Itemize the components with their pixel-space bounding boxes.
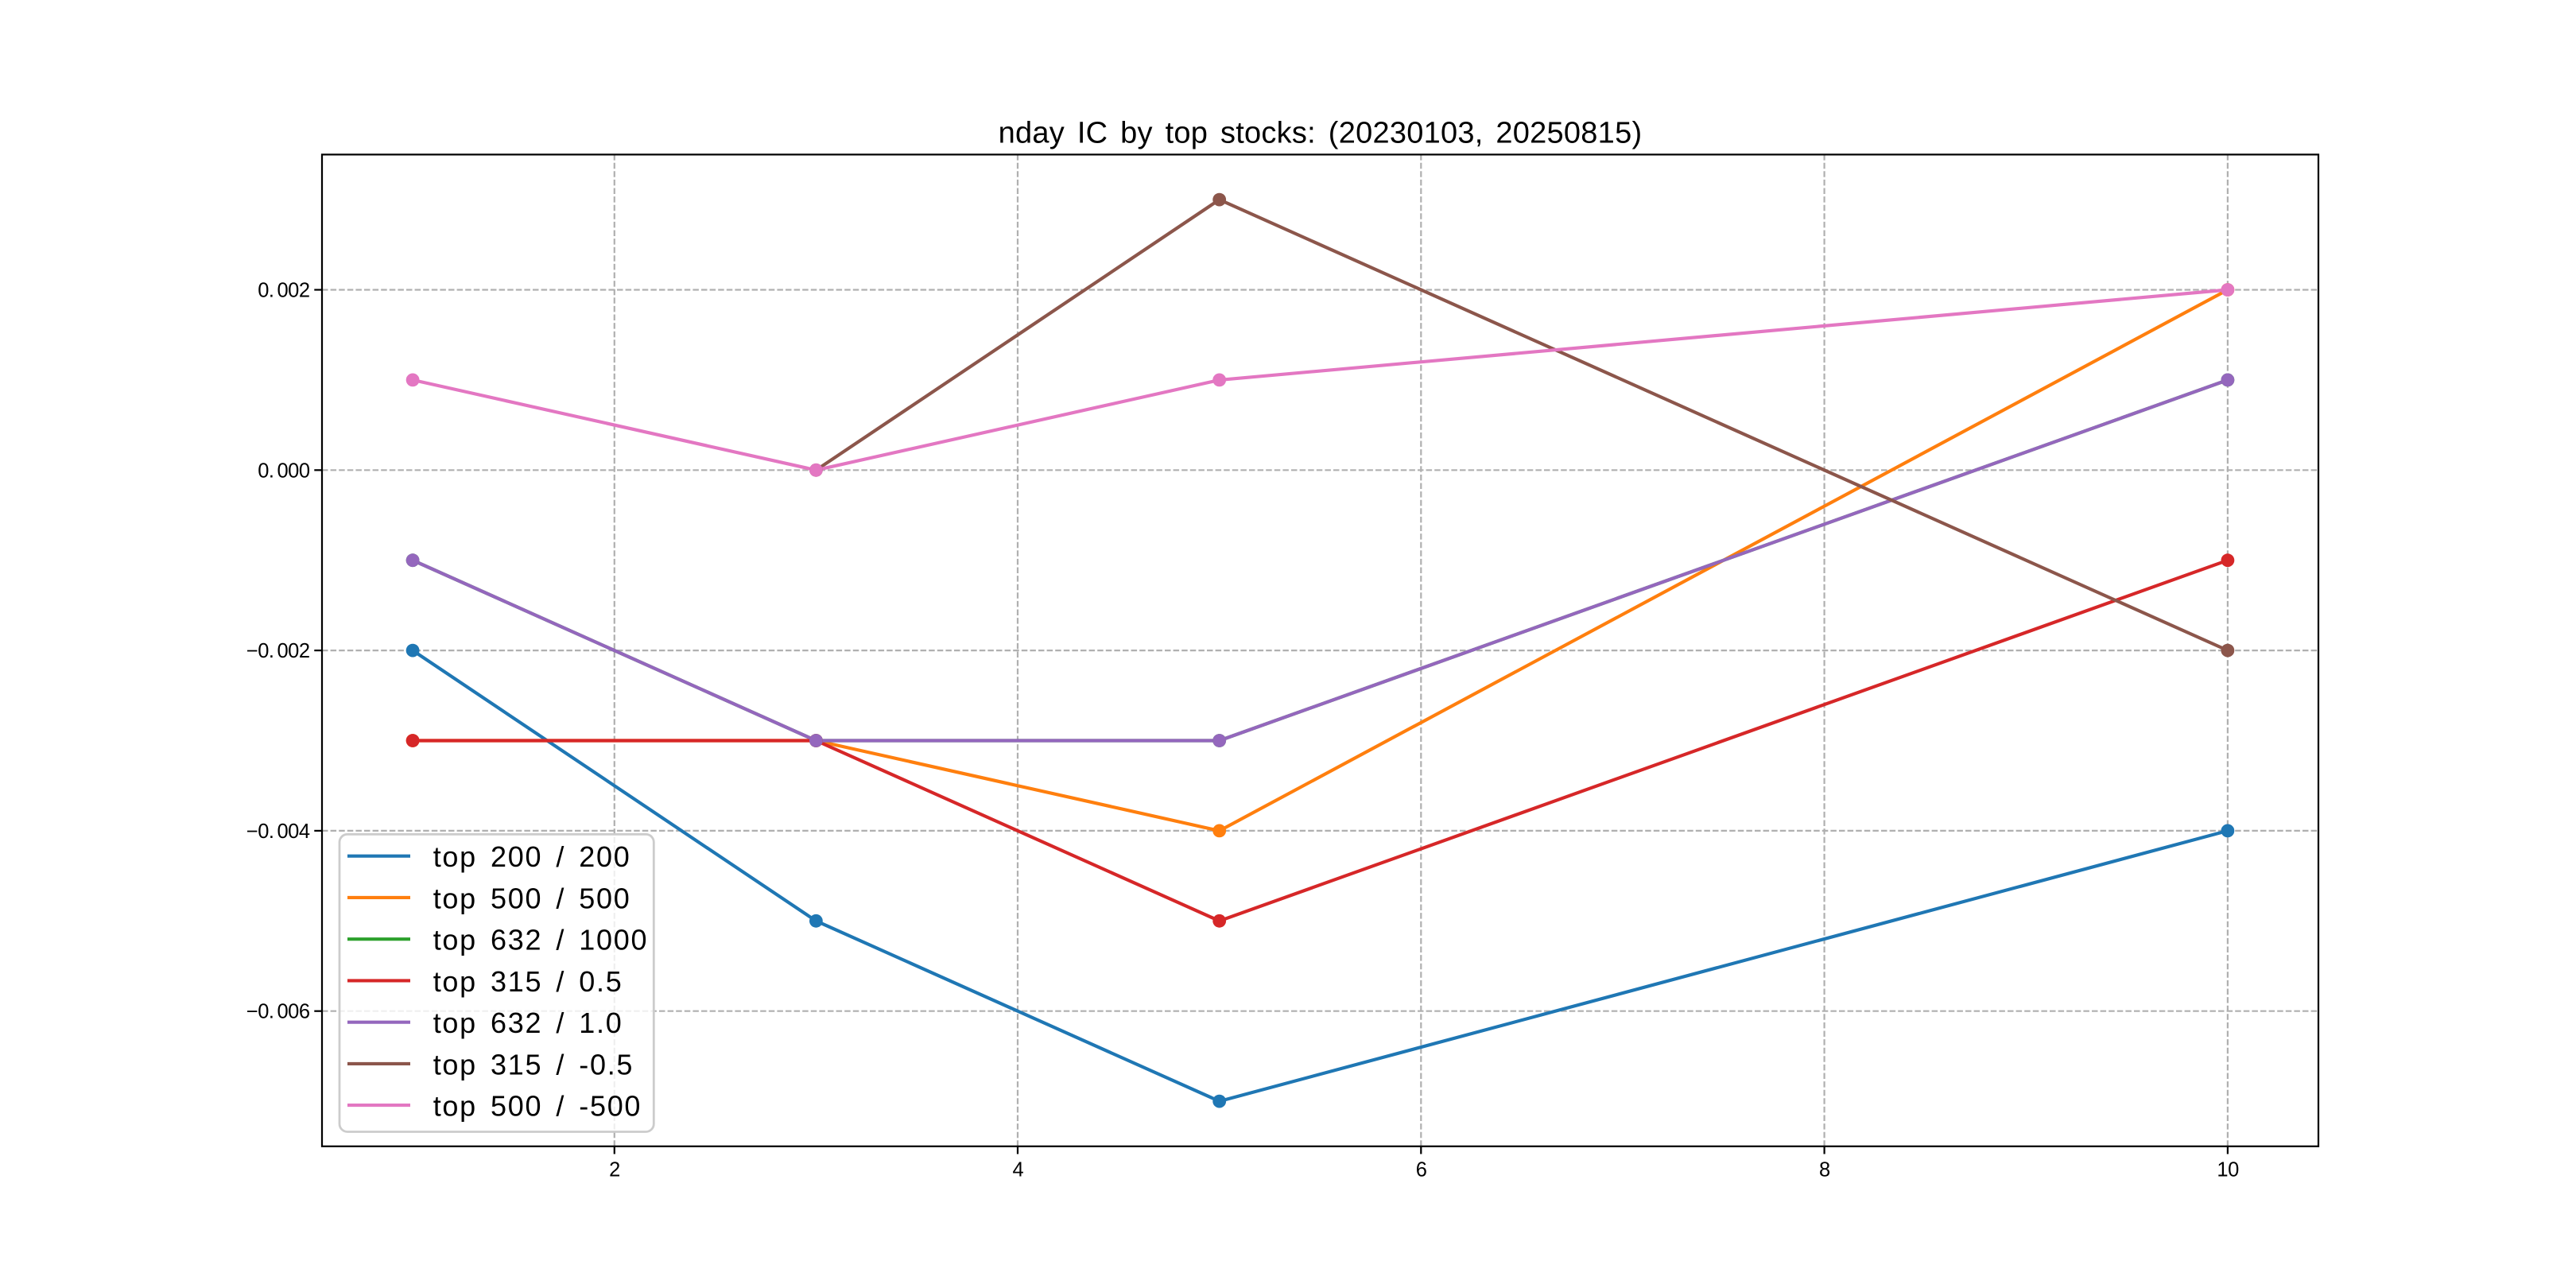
svg-text:002: 002	[277, 280, 309, 302]
svg-text:6: 6	[1416, 1158, 1427, 1181]
svg-text:top 315 / -0.5: top 315 / -0.5	[433, 1048, 634, 1080]
svg-text:−0.: −0.	[246, 1001, 274, 1023]
svg-text:top 500 / -500: top 500 / -500	[433, 1090, 642, 1123]
svg-text:−0.: −0.	[246, 640, 274, 662]
svg-text:−0.: −0.	[246, 821, 274, 843]
svg-text:top 500 / 500: top 500 / 500	[433, 882, 631, 914]
svg-text:top 200 / 200: top 200 / 200	[433, 840, 631, 873]
svg-text:top 632 / 1000: top 632 / 1000	[433, 924, 649, 956]
svg-text:000: 000	[277, 460, 309, 482]
svg-text:0.: 0.	[258, 460, 274, 482]
svg-text:006: 006	[277, 1001, 309, 1023]
svg-text:4: 4	[1012, 1158, 1023, 1181]
svg-text:002: 002	[277, 640, 309, 662]
svg-text:10: 10	[2217, 1158, 2239, 1181]
svg-text:2: 2	[609, 1158, 620, 1181]
svg-text:8: 8	[1819, 1158, 1830, 1181]
svg-text:top 632 / 1.0: top 632 / 1.0	[433, 1007, 623, 1039]
svg-text:nday IC by top stocks: (202301: nday IC by top stocks: (20230103, 202508…	[999, 116, 1643, 149]
svg-text:0.: 0.	[258, 280, 274, 302]
svg-text:004: 004	[277, 821, 309, 843]
svg-text:top 315 / 0.5: top 315 / 0.5	[433, 965, 623, 998]
